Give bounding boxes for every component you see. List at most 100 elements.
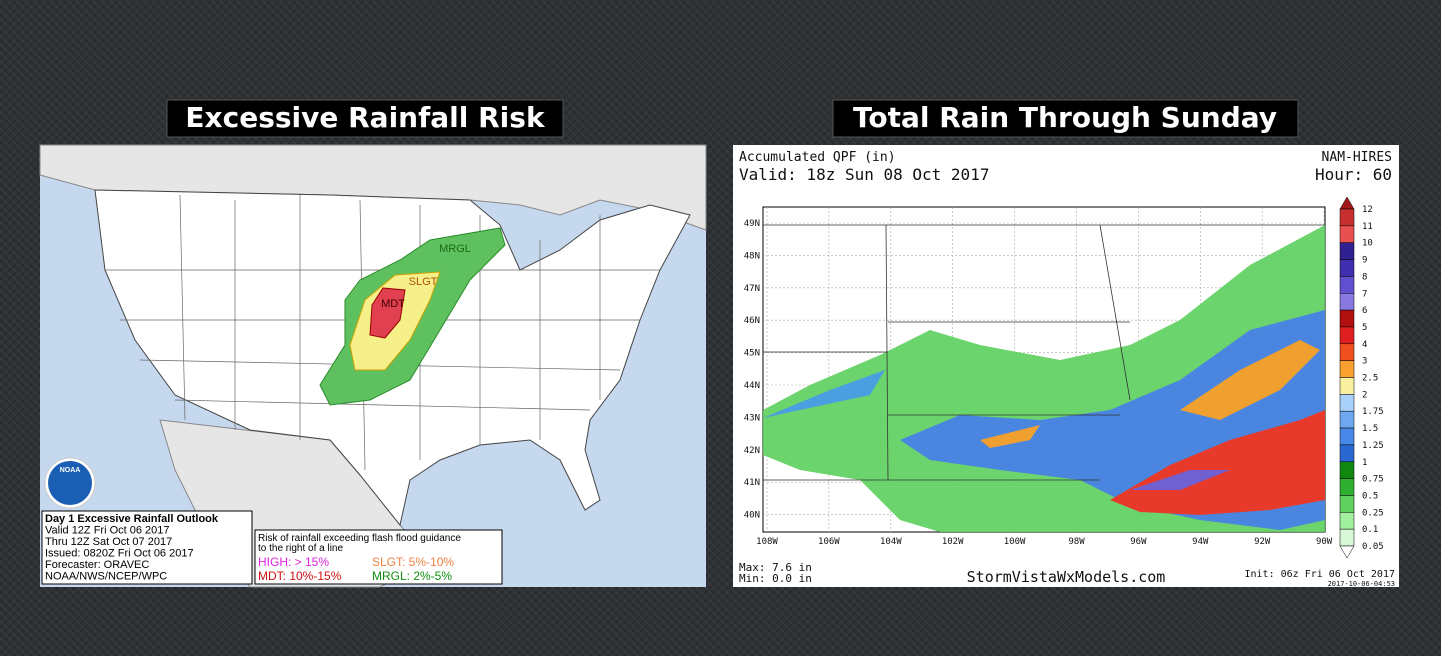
colorbar-label: 8 [1362, 272, 1367, 282]
colorbar-label: 5 [1362, 323, 1367, 333]
lon-label: 94W [1192, 537, 1209, 547]
info-box [41, 510, 253, 585]
colorbar-cell [1339, 309, 1355, 328]
colorbar-cell [1339, 512, 1355, 530]
info-line: Thru 12Z Sat Oct 07 2017 [45, 536, 172, 548]
area-label: SLGT [409, 276, 438, 288]
max: Max: 7.6 in [739, 561, 812, 574]
timestamp: 2017-10-06-04:53 [1328, 580, 1395, 588]
lon-label: 104W [880, 537, 902, 547]
lat-label: 45N [744, 349, 760, 359]
colorbar-cell [1339, 343, 1355, 361]
lat-label: 47N [744, 284, 760, 294]
panel-title: Excessive Rainfall Risk [185, 101, 546, 134]
colorbar-label: 4 [1362, 340, 1367, 350]
legend-box [254, 529, 503, 585]
product: Accumulated QPF (in) [739, 150, 896, 165]
valid-time: Valid: 18z Sun 08 Oct 2017 [739, 165, 989, 184]
panel-title: Total Rain Through Sunday [853, 101, 1277, 134]
title-box [832, 99, 1299, 138]
info-line: Day 1 Excessive Rainfall Outlook [45, 513, 219, 525]
colorbar-label: 7 [1362, 289, 1367, 299]
model: NAM-HIRES [1322, 150, 1392, 165]
colorbar-cell [1339, 259, 1355, 277]
colorbar-label: 0.5 [1362, 491, 1378, 501]
colorbar-cell [1339, 242, 1355, 260]
colorbar-cell [1339, 461, 1355, 479]
colorbar-cell [1339, 225, 1355, 243]
colorbar-label: 0.05 [1362, 542, 1384, 552]
colorbar-cell [1339, 495, 1355, 513]
source: StormVistaWxModels.com [967, 568, 1166, 586]
rain-orange [1180, 340, 1320, 420]
colorbar: 12 11 10 9 8 7 6 5 4 3 2.5 2 1.75 1.5 1.25 1 0.75 0.5 0.25… [1339, 196, 1384, 559]
legend-item: MDT: 10%-15% [258, 569, 342, 583]
lat-label: 44N [744, 381, 760, 391]
legend-item: SLGT: 5%-10% [372, 555, 454, 569]
colorbar-cell [1339, 478, 1355, 496]
lon-labels: 108W 106W 104W 102W 100W 98W 96W 94W 92W 90W [756, 537, 1333, 547]
rain-purple [1130, 470, 1230, 490]
lat-label: 43N [744, 413, 760, 423]
colorbar-label: 1.5 [1362, 424, 1378, 434]
lat-label: 49N [744, 219, 760, 229]
colorbar-cell [1339, 444, 1355, 462]
colorbar-cell [1339, 208, 1355, 227]
lon-label: 98W [1068, 537, 1085, 547]
colorbar-cell [1339, 326, 1355, 345]
noaa-logo-inner [48, 461, 92, 505]
colorbar-label: 10 [1362, 239, 1373, 249]
lon-label: 102W [942, 537, 964, 547]
colorbar-cell [1339, 394, 1355, 412]
colorbar-cap [1339, 545, 1355, 559]
colorbar-label: 0.1 [1362, 525, 1378, 535]
info-line: Issued: 0820Z Fri Oct 06 2017 [45, 548, 194, 560]
legend-heading: Risk of rainfall exceeding flash flood g… [258, 533, 461, 544]
lat-label: 48N [744, 251, 760, 261]
risk-map: MRGL SLGT MDT NOAA Day 1 Excessive Rainf… [39, 144, 707, 588]
colorbar-label: 11 [1362, 222, 1373, 232]
qpf-map: Accumulated QPF (in) Valid: 18z Sun 08 O… [733, 145, 1399, 588]
info-line: NOAA/NWS/NCEP/WPC [45, 571, 167, 583]
lat-label: 42N [744, 446, 760, 456]
colorbar-cell [1339, 528, 1355, 547]
lat-label: 46N [744, 316, 760, 326]
colorbar-cell [1339, 276, 1355, 294]
colorbar-label: 0.25 [1362, 508, 1384, 518]
lat-label: 41N [744, 478, 760, 488]
colorbar-cell [1339, 410, 1355, 429]
colorbar-cell [1339, 427, 1355, 446]
colorbar-label: 6 [1362, 306, 1367, 316]
legend-item: MRGL: 2%-5% [372, 569, 452, 583]
info-line: Forecaster: ORAVEC [45, 559, 149, 571]
colorbar-cell [1339, 377, 1355, 395]
colorbar-cell [1339, 360, 1355, 378]
hour: Hour: 60 [1315, 165, 1392, 184]
legend-item: HIGH: > 15% [258, 555, 329, 569]
init: Init: 06z Fri 06 Oct 2017 [1244, 569, 1395, 580]
lon-label: 96W [1130, 537, 1147, 547]
colorbar-label: 3 [1362, 357, 1367, 367]
colorbar-label: 1.75 [1362, 407, 1384, 417]
area-label: MRGL [439, 243, 471, 255]
title-box [166, 99, 564, 138]
mdt-area [369, 287, 406, 339]
colorbar-label: 12 [1362, 205, 1373, 215]
rain-orange [980, 425, 1040, 448]
colorbar-label: 1.25 [1362, 441, 1384, 451]
lat-label: 40N [744, 511, 760, 521]
borders [763, 224, 1325, 481]
rain-blue [763, 370, 885, 418]
colorbar-label: 1 [1362, 458, 1367, 468]
area-label: MDT [381, 298, 405, 310]
lat-labels: 49N 48N 47N 46N 45N 44N 43N 42N 41N 40N [744, 219, 760, 521]
lon-label: 108W [756, 537, 778, 547]
lon-label: 100W [1004, 537, 1026, 547]
colorbar-label: 2 [1362, 390, 1367, 400]
legend-subheading: to the right of a line [258, 543, 343, 554]
lon-label: 90W [1316, 537, 1333, 547]
colorbar-label: 9 [1362, 256, 1367, 266]
info-line: Valid 12Z Fri Oct 06 2017 [45, 525, 170, 537]
